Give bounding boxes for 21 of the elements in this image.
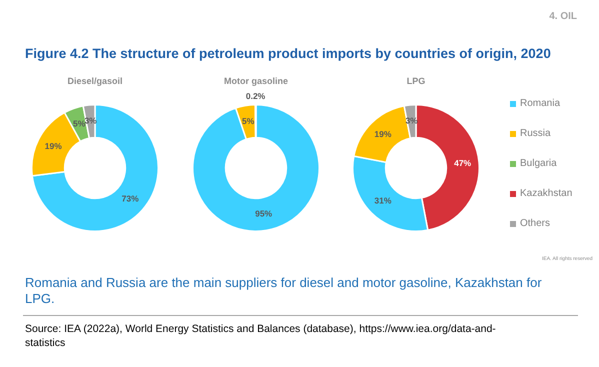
data-label: 95% — [255, 208, 273, 219]
legend-label: Others — [520, 218, 550, 229]
chart-title: Motor gasoline — [222, 76, 289, 86]
legend-label: Kazakhstan — [520, 188, 572, 199]
data-label: 5% — [242, 116, 255, 126]
legend-label: Bulgaria — [520, 158, 557, 169]
data-label: 31% — [374, 195, 392, 206]
text: Romania and Russia are the main suppliers for diesel and motor gasoline, Kazakhstan for LPG. — [25, 275, 543, 307]
chart-title: LPG — [406, 76, 426, 86]
chart-title: Diesel/gasoil — [66, 76, 124, 86]
source-note: Source: IEA (2022a), World Energy Statistics and Balances (database), https://www.iea.org/data-and-statistics — [25, 322, 497, 350]
legend-label: Russia — [520, 128, 551, 139]
data-label: 5% — [72, 118, 86, 128]
text: 4. OIL — [549, 11, 577, 22]
data-label: 73% — [122, 193, 140, 204]
data-label: 19% — [44, 141, 62, 152]
data-label: 19% — [374, 129, 392, 140]
data-label: 0.2% — [246, 91, 266, 102]
legend-label: Romania — [520, 98, 560, 109]
caption: Figure 4.2 The structure of petroleum product imports by countries of origin, 2020 — [25, 46, 551, 61]
data-label: 47% — [454, 158, 472, 168]
